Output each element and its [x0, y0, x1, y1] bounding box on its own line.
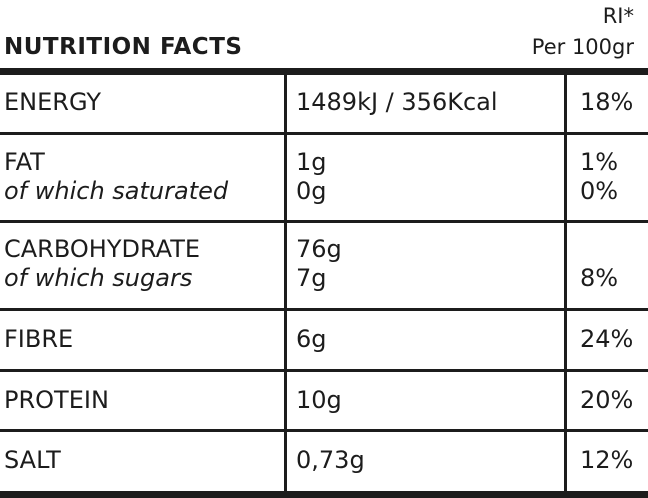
row-name: ENERGY [4, 88, 102, 116]
nutrition-table: ENERGY 1489kJ / 356Kcal 18% FAT of which… [0, 68, 648, 498]
bottom-rule [0, 491, 648, 498]
row-amount: 6g [296, 325, 327, 353]
row-amount: 10g [296, 386, 342, 414]
row-ri: 24% [580, 325, 634, 353]
table-row-salt: SALT 0,73g 12% [0, 432, 648, 491]
row-name: FIBRE [4, 325, 74, 353]
ri-label: RI* [602, 4, 634, 28]
row-divider [0, 132, 648, 135]
page-title: NUTRITION FACTS [4, 34, 243, 60]
row-amount: 0,73g [296, 446, 365, 474]
row-divider [0, 308, 648, 311]
row-sub-amount: 7g [296, 264, 327, 292]
table-row-energy: ENERGY 1489kJ / 356Kcal 18% [0, 75, 648, 132]
header: NUTRITION FACTS RI* Per 100gr [0, 0, 648, 68]
row-ri: 18% [580, 88, 634, 116]
row-name: FAT [4, 148, 45, 176]
row-sub-ri: 8% [580, 264, 619, 292]
top-rule [0, 68, 648, 75]
row-sub-amount: 0g [296, 177, 327, 205]
table-row-fibre: FIBRE 6g 24% [0, 311, 648, 369]
column-divider-2 [564, 75, 567, 491]
per-label: Per 100gr [531, 35, 634, 59]
row-name: PROTEIN [4, 386, 109, 414]
row-ri: 1% [580, 148, 619, 176]
row-amount: 1g [296, 148, 327, 176]
row-divider [0, 369, 648, 372]
row-name: CARBOHYDRATE [4, 235, 201, 263]
row-sub-name: of which saturated [4, 177, 229, 205]
row-ri: 20% [580, 386, 634, 414]
table-row-protein: PROTEIN 10g 20% [0, 372, 648, 429]
row-ri: 12% [580, 446, 634, 474]
table-row-fat: FAT of which saturated 1g 0g 1% 0% [0, 135, 648, 220]
row-ri [580, 235, 618, 264]
row-divider [0, 429, 648, 432]
row-amount: 76g [296, 235, 342, 263]
column-divider-1 [284, 75, 287, 491]
row-amount: 1489kJ / 356Kcal [296, 88, 498, 116]
row-name: SALT [4, 446, 61, 474]
row-sub-ri: 0% [580, 177, 619, 205]
row-sub-name: of which sugars [4, 264, 193, 292]
row-divider [0, 220, 648, 223]
table-row-carbohydrate: CARBOHYDRATE of which sugars 76g 7g 8% [0, 223, 648, 308]
